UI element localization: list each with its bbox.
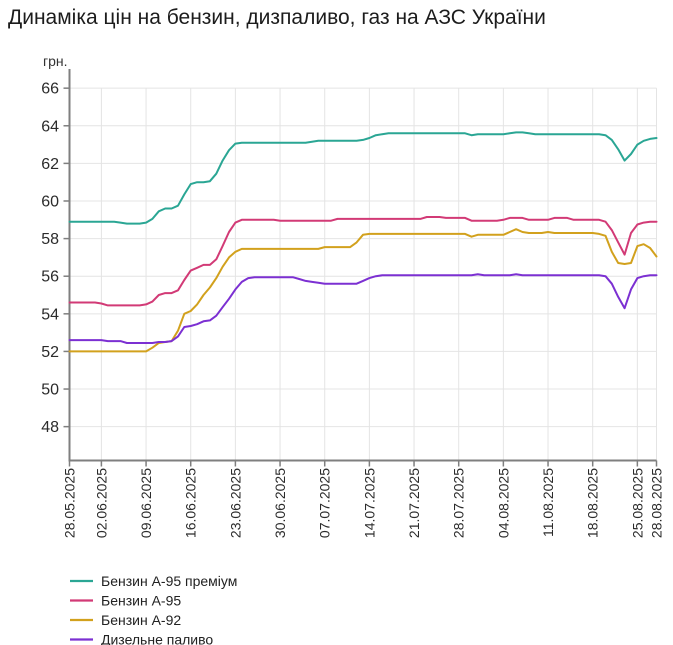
legend-item-diesel[interactable]: Дизельне паливо (70, 632, 213, 645)
series-line-a95-premium (68, 131, 658, 225)
x-tick-label: 04.08.2025 (495, 468, 511, 538)
x-tick-label: 02.06.2025 (93, 468, 109, 538)
legend-item-a92[interactable]: Бензин А-92 (70, 612, 181, 628)
x-tick-label: 28.08.2025 (649, 468, 665, 538)
legend-item-a95-premium[interactable]: Бензин А-95 преміум (70, 573, 237, 589)
x-tick-label: 30.06.2025 (272, 468, 288, 538)
y-tick-label: 48 (41, 419, 59, 436)
chart-title: Динаміка цін на бензин, дизпаливо, газ н… (8, 6, 546, 29)
x-tick-label: 09.06.2025 (138, 468, 154, 538)
legend: Бензин А-95 преміум Бензин А-95 Бензин А-9… (70, 573, 237, 645)
x-tick-label: 14.07.2025 (361, 468, 377, 538)
y-tick-label: 60 (41, 193, 59, 210)
x-tick-label: 18.08.2025 (585, 468, 601, 538)
legend-label-a95: Бензин А-95 (101, 593, 181, 609)
series-line-a95 (68, 216, 658, 307)
legend-label-a95-premium: Бензин А-95 преміум (101, 573, 237, 589)
x-tick-label: 28.07.2025 (451, 468, 467, 538)
legend-label-a92: Бензин А-92 (101, 612, 181, 628)
y-tick-label: 62 (41, 156, 59, 173)
y-tick-label: 56 (41, 269, 59, 286)
y-tick-label: 50 (41, 382, 59, 399)
series-line-a92 (68, 228, 658, 353)
y-tick-label: 58 (41, 231, 59, 248)
y-axis-unit-label: грн. (43, 53, 68, 69)
x-tick-label: 21.07.2025 (406, 468, 422, 538)
legend-item-a95[interactable]: Бензин А-95 (70, 593, 181, 609)
y-tick-label: 64 (41, 118, 59, 135)
y-tick-label: 54 (41, 306, 59, 323)
legend-label-diesel: Дизельне паливо (101, 632, 213, 645)
series-line-diesel (68, 273, 658, 344)
x-tick-label: 28.05.2025 (62, 468, 78, 538)
x-tick-label: 23.06.2025 (227, 468, 243, 538)
x-tick-label: 11.08.2025 (540, 468, 556, 537)
y-tick-label: 66 (41, 81, 59, 98)
x-tick-label: 16.06.2025 (183, 468, 199, 538)
y-tick-label: 52 (41, 344, 59, 361)
x-tick-label: 07.07.2025 (317, 468, 333, 538)
x-tick-label: 25.08.2025 (629, 468, 645, 538)
